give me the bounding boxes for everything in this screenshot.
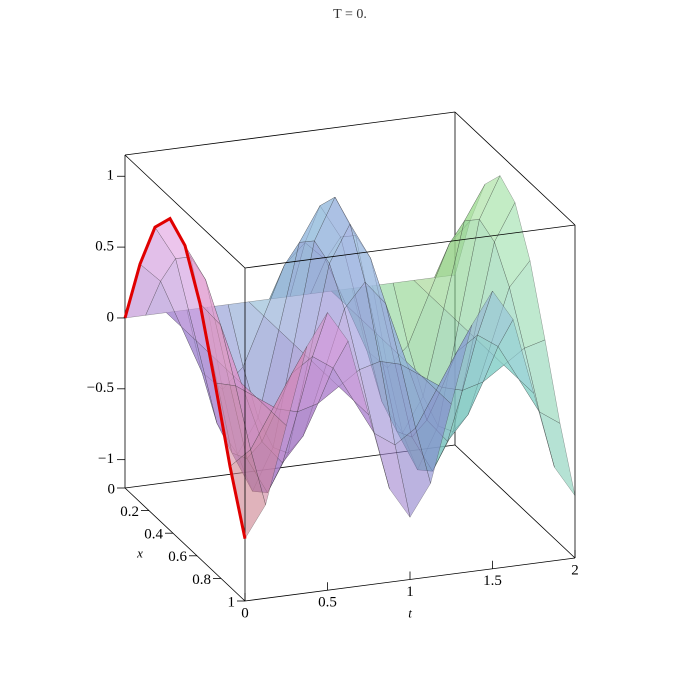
surface (124, 174, 576, 540)
x-axis-label: x (136, 545, 143, 560)
z-tick-label: −0.5 (87, 380, 114, 396)
surface-cell (374, 432, 411, 518)
z-tick-label: −1 (98, 451, 114, 467)
highlight-curve (123, 216, 247, 540)
z-tick-label: 0.5 (95, 239, 114, 255)
t-tick-label: 0.5 (318, 595, 337, 611)
surface-cell (435, 324, 473, 405)
surface-cell (518, 379, 555, 468)
t-tick-label: 0 (241, 605, 249, 621)
t-tick-label: 1.5 (483, 573, 502, 589)
t-tick-label: 2 (571, 562, 579, 578)
box-edge (124, 487, 246, 602)
z-tick-label: 1 (107, 168, 115, 184)
t-tick-label: 1 (406, 584, 414, 600)
surface-cell (270, 346, 308, 427)
chart-title: T = 0. (333, 7, 367, 22)
box-edge (124, 154, 246, 269)
box-edge (124, 111, 456, 156)
x-tick-label: 0.4 (144, 527, 163, 543)
surface-cell (353, 400, 390, 489)
box-edge (454, 111, 576, 226)
surface-cell (539, 411, 576, 496)
x-tick-label: 0.6 (168, 549, 187, 565)
x-tick-label: 1 (228, 594, 236, 610)
z-tick-label: 0 (107, 309, 115, 325)
t-axis-label: t (408, 605, 412, 620)
x-tick-label: 0.2 (120, 504, 139, 520)
x-tick-label: 0 (108, 481, 116, 497)
box-edge (244, 224, 576, 269)
x-tick-label: 0.8 (192, 572, 211, 588)
box-edge (454, 444, 576, 559)
